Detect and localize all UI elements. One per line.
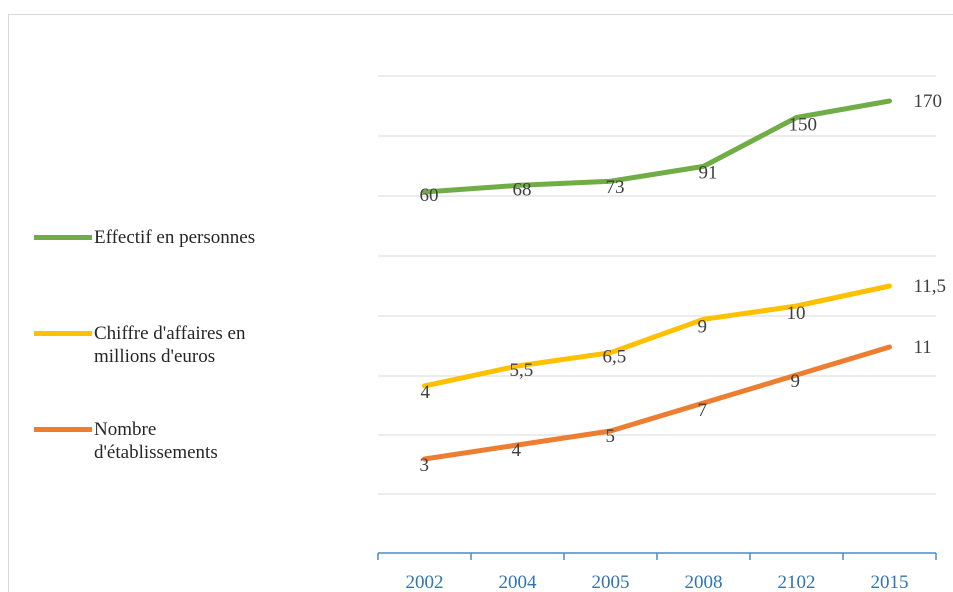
x-tick-label: 2015 — [871, 572, 909, 592]
legend-label-effectif: Effectif en personnes — [94, 227, 256, 248]
legend: Effectif en personnes Chiffre d'affaires… — [34, 0, 284, 592]
data-label-chiffre-affaires: 11,5 — [914, 276, 947, 297]
x-tick-label: 2004 — [499, 572, 538, 592]
x-tick-label: 2008 — [685, 572, 723, 592]
series-line-effectif — [422, 98, 892, 195]
data-label-effectif: 150 — [789, 115, 818, 136]
data-labels: 60 68 73 91 150 170 4 5,5 6,5 9 10 11,5 3 4 5 7 9 11 — [420, 91, 947, 476]
data-label-etablissements: 4 — [512, 440, 522, 461]
data-label-etablissements: 5 — [606, 426, 616, 447]
data-label-effectif: 73 — [606, 177, 625, 198]
legend-label-etablissements: Nombre d'établissements — [94, 419, 218, 463]
data-label-etablissements: 3 — [420, 455, 430, 476]
series-line-chiffre-affaires — [422, 283, 892, 389]
x-axis: 2002 2004 2005 2008 2102 2015 — [377, 552, 937, 592]
data-label-effectif: 60 — [420, 185, 439, 206]
series-line-etablissements — [422, 344, 892, 462]
data-label-chiffre-affaires: 6,5 — [603, 347, 627, 368]
legend-swatch-chiffre-affaires — [34, 331, 92, 336]
x-tick-label: 2002 — [406, 572, 444, 592]
data-label-chiffre-affaires: 10 — [787, 303, 806, 324]
legend-swatch-effectif — [34, 235, 92, 240]
legend-swatch-etablissements — [34, 427, 92, 432]
legend-label-chiffre-affaires: Chiffre d'affaires en millions d'euros — [94, 323, 246, 367]
chart-frame — [8, 14, 953, 592]
data-label-chiffre-affaires: 4 — [421, 382, 431, 403]
data-label-chiffre-affaires: 9 — [698, 316, 708, 337]
gridlines — [378, 75, 936, 495]
data-label-chiffre-affaires: 5,5 — [510, 360, 534, 381]
data-label-etablissements: 11 — [914, 337, 932, 358]
data-label-effectif: 91 — [699, 162, 718, 183]
data-label-effectif: 68 — [513, 179, 532, 200]
x-tick-label: 2102 — [778, 572, 816, 592]
series-lines — [422, 98, 892, 462]
data-label-etablissements: 9 — [791, 371, 801, 392]
data-label-etablissements: 7 — [698, 400, 708, 421]
data-label-effectif: 170 — [914, 91, 943, 112]
x-tick-label: 2005 — [592, 572, 630, 592]
